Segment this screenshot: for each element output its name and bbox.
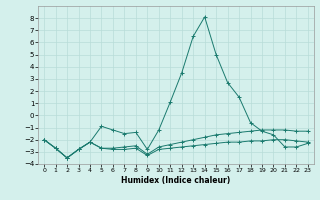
X-axis label: Humidex (Indice chaleur): Humidex (Indice chaleur): [121, 176, 231, 185]
